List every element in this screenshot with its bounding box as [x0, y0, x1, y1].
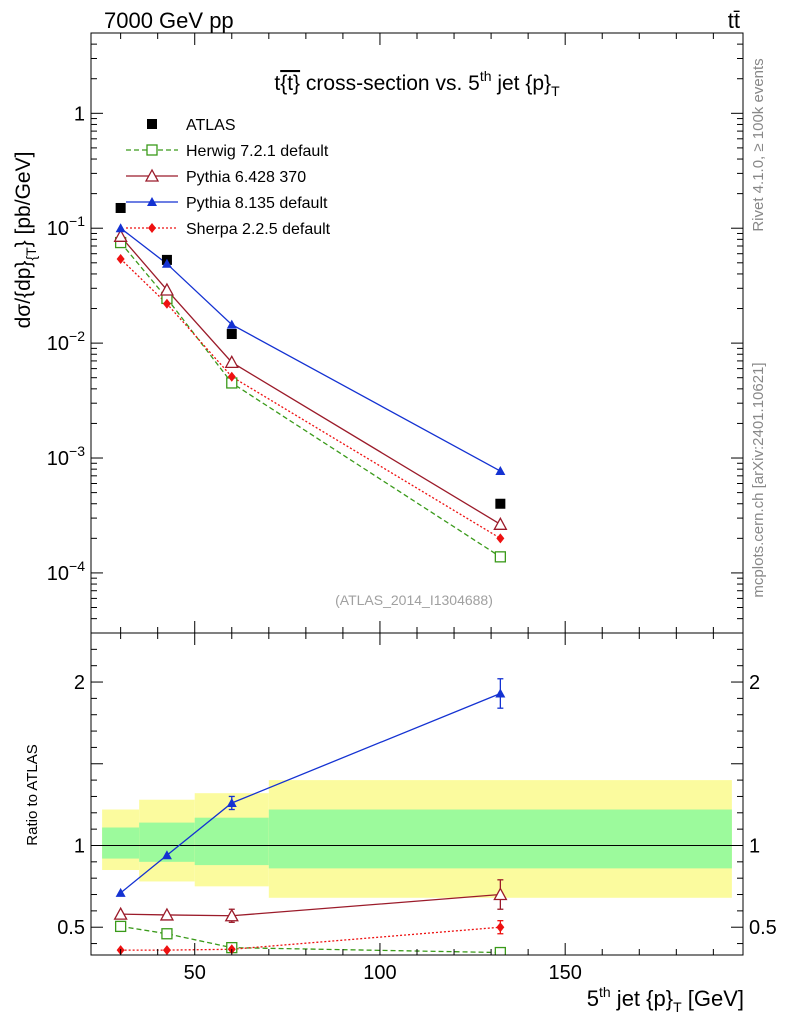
stat-uncertainty-band-3: [268, 809, 732, 869]
py6-ratio-point: [159, 907, 175, 921]
main-axes: 1 10−1 10−2 10−3 10−4: [47, 32, 743, 634]
process-label: tt̄: [728, 8, 740, 33]
ratio-panel-data: [113, 678, 508, 955]
py6-ratio-point: [493, 887, 508, 901]
stat-uncertainty-band-0: [102, 827, 140, 859]
sherpa-ratio-point: [162, 945, 171, 955]
ratio-y-tick-label-right: 0.5: [749, 917, 777, 939]
x-axis-label: 5th jet {p}T [GeV]: [587, 984, 744, 1015]
py8-main-line: [120, 227, 501, 472]
main-y-tick-label: 1: [74, 103, 85, 125]
py6-ratio-line: [120, 893, 501, 917]
ratio-y-tick-label-right: 2: [749, 672, 760, 694]
legend-marker-sherpa: [148, 223, 156, 233]
sherpa-main-point: [227, 371, 236, 382]
stat-uncertainty-band-2: [194, 817, 269, 866]
sherpa-ratio-line: [120, 926, 501, 951]
legend-marker-herwig: [146, 144, 158, 156]
py6-main-point: [493, 516, 508, 530]
py6-main-point: [159, 282, 175, 296]
herwig-main-point: [494, 551, 507, 563]
py8-main-point: [161, 258, 172, 268]
ratio-y-tick-label: 0.5: [57, 917, 85, 939]
main-y-tick-label: 10−2: [47, 328, 85, 355]
py8-ratio-line: [120, 692, 501, 894]
legend-marker-atlas: [147, 119, 157, 129]
x-tick-label: 100: [363, 962, 396, 984]
energy-label: 7000 GeV pp: [104, 8, 234, 33]
py8-main-point: [226, 319, 237, 329]
sherpa-main-point: [162, 298, 171, 309]
ratio-y-axis-label: Ratio to ATLAS: [24, 744, 41, 845]
py6-ratio-point: [113, 906, 128, 920]
main-y-axis-label: dσ/{dp}{T} [pb/GeV]: [12, 152, 39, 329]
legend-marker-py6: [144, 168, 160, 182]
herwig-ratio-point: [494, 946, 507, 955]
legend-label-herwig: Herwig 7.2.1 default: [186, 143, 329, 160]
legend-label-sherpa: Sherpa 2.2.5 default: [186, 221, 331, 238]
mcplots-label: mcplots.cern.ch [arXiv:2401.10621]: [750, 362, 767, 597]
sherpa-ratio-point: [496, 922, 505, 933]
sherpa-main-point: [116, 253, 125, 264]
ratio-axes: 0.5 0.5 1 1 2 2 50 100 150: [57, 633, 777, 984]
ratio-y-tick-label: 1: [74, 835, 85, 857]
sherpa-main-point: [496, 533, 505, 544]
py8-main-point: [495, 466, 506, 476]
py6-ratio-point: [224, 908, 239, 922]
py6-main-point: [113, 228, 128, 242]
legend-label-py6: Pythia 6.428 370: [186, 169, 306, 186]
main-y-tick-label: 10−1: [47, 213, 85, 240]
atlas-main-point: [495, 498, 506, 509]
x-tick-label: 150: [548, 962, 581, 984]
legend-marker-py8: [147, 197, 157, 206]
py6-main-line: [120, 235, 501, 525]
rivet-version-label: Rivet 4.1.0, ≥ 100k events: [750, 58, 767, 231]
analysis-id: (ATLAS_2014_I1304688): [335, 592, 493, 608]
chart-title: t{t} cross-section vs. 5th jet {p}T: [274, 68, 560, 99]
main-y-tick-label: 10−4: [47, 558, 85, 585]
ratio-uncertainty-bands: [91, 780, 743, 898]
ratio-y-tick-label-right: 1: [749, 835, 760, 857]
py8-ratio-point: [226, 797, 237, 807]
herwig-main-line: [120, 242, 501, 558]
herwig-ratio-point: [161, 928, 173, 940]
py6-main-point: [224, 355, 239, 369]
ratio-y-tick-label: 2: [74, 672, 85, 694]
x-tick-label: 50: [184, 962, 206, 984]
legend-label-py8: Pythia 8.135 default: [186, 195, 328, 212]
atlas-main-point: [115, 202, 126, 213]
legend: ATLAS Herwig 7.2.1 default Pythia 6.428 37…: [126, 117, 331, 238]
py8-ratio-point: [115, 887, 126, 897]
py8-ratio-point: [495, 688, 506, 698]
py8-ratio-point: [161, 850, 172, 860]
sherpa-main-line: [120, 258, 501, 539]
main-y-tick-label: 10−3: [47, 443, 85, 470]
atlas-main-point: [226, 329, 237, 340]
herwig-ratio-point: [114, 920, 127, 933]
py8-main-point: [115, 223, 126, 233]
herwig-ratio-line: [120, 925, 501, 954]
legend-label-atlas: ATLAS: [186, 117, 236, 134]
main-panel-data: [113, 202, 508, 563]
